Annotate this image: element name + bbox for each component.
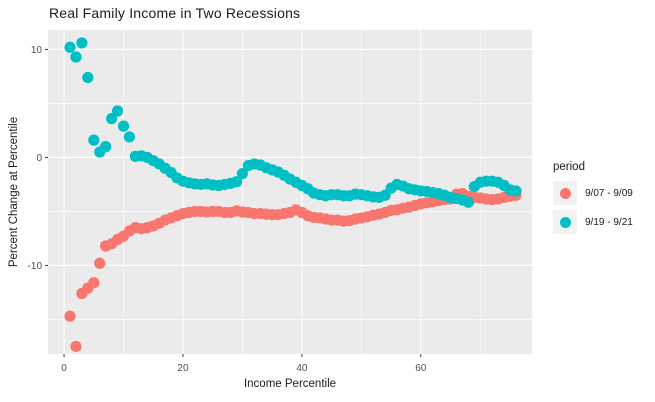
data-point-series-0	[94, 257, 106, 269]
data-point-series-1	[100, 141, 112, 153]
x-tick-label: 20	[177, 363, 189, 374]
legend-label: 9/19 - 9/21	[585, 216, 633, 228]
data-point-series-1	[106, 112, 118, 125]
x-tick-label: 60	[415, 363, 427, 374]
data-point-series-1	[111, 105, 124, 117]
x-axis-title: Income Percentile	[243, 378, 337, 390]
data-point-series-1	[123, 131, 136, 143]
legend-title: period	[553, 161, 585, 173]
point-swatch-icon	[559, 187, 571, 199]
y-tick-label: 0	[36, 153, 42, 164]
data-point-series-0	[70, 340, 82, 353]
y-axis-title: Percent Change at Percentile	[8, 116, 20, 268]
legend: period 9/07 - 9/09 9/19 - 9/21	[553, 161, 633, 239]
data-point-series-1	[64, 41, 76, 53]
x-tick-label: 0	[61, 363, 67, 374]
legend-key	[553, 181, 577, 205]
legend-item: 9/07 - 9/09	[553, 181, 633, 205]
data-point-series-1	[76, 37, 88, 49]
data-point-series-1	[70, 51, 82, 63]
y-tick-label: -10	[28, 261, 43, 272]
data-point-series-1	[88, 134, 100, 146]
data-point-series-1	[117, 120, 130, 132]
y-tick-label: 10	[31, 45, 43, 56]
data-point-series-1	[236, 168, 249, 180]
data-point-series-0	[64, 310, 76, 322]
legend-key	[553, 210, 577, 234]
legend-item: 9/19 - 9/21	[553, 210, 633, 234]
data-point-series-1	[230, 176, 243, 188]
x-tick-label: 40	[296, 363, 308, 374]
data-point-series-0	[88, 277, 100, 289]
data-point-series-1	[510, 185, 522, 197]
point-swatch-icon	[559, 216, 571, 228]
legend-label: 9/07 - 9/09	[585, 187, 633, 199]
chart-title: Real Family Income in Two Recessions	[49, 5, 301, 21]
data-point-series-1	[82, 71, 94, 84]
data-point-series-1	[462, 196, 474, 208]
